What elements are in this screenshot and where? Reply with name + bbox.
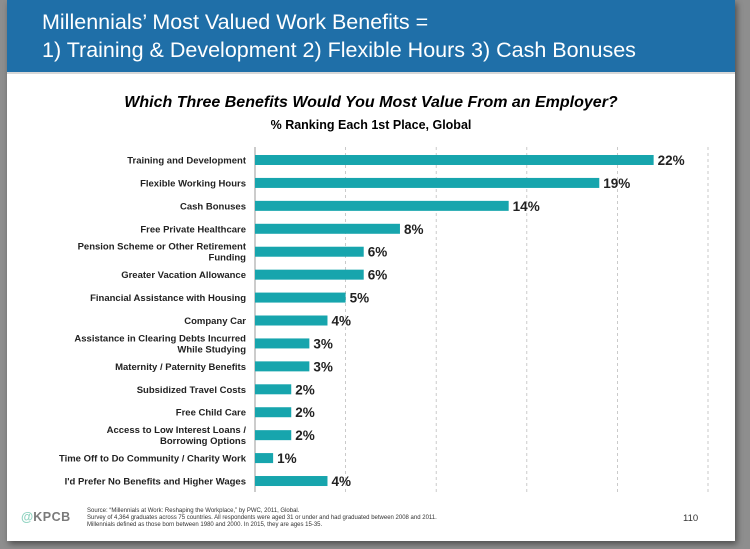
bar (255, 384, 292, 395)
bar (255, 338, 310, 349)
slide: Millennials’ Most Valued Work Benefits =… (7, 0, 735, 541)
page-title-line-1: Millennials’ Most Valued Work Benefits = (42, 10, 429, 34)
category-label-line: Financial Assistance with Housing (90, 293, 246, 304)
page-number: 110 (683, 513, 699, 524)
category-label-line: Time Off to Do Community / Charity Work (59, 454, 247, 465)
source-line-3: Millennials defined as those born betwee… (87, 522, 323, 528)
bar (255, 315, 328, 326)
category-label-line: Greater Vacation Allowance (121, 270, 246, 281)
source-line-2: Survey of 4,364 graduates across 75 coun… (87, 515, 437, 521)
category-label-line: While Studying (177, 344, 246, 355)
category-label-line: Free Private Healthcare (140, 224, 246, 235)
bar (255, 269, 364, 280)
data-label: 3% (313, 336, 333, 351)
bar (255, 246, 364, 257)
category-label-line: Pension Scheme or Other Retirement (78, 242, 247, 253)
data-label: 4% (331, 314, 351, 329)
data-label: 1% (277, 451, 297, 466)
bar (255, 407, 292, 418)
category-label-line: Flexible Working Hours (140, 178, 246, 189)
kpcb-logo: @KPCB (21, 510, 71, 524)
data-label: 2% (295, 428, 315, 443)
category-label: Free Private Healthcare (140, 224, 246, 235)
category-label-line: Borrowing Options (160, 436, 246, 447)
bar (255, 430, 292, 441)
bar (255, 223, 400, 234)
data-label: 2% (295, 405, 315, 420)
chart-subtitle: % Ranking Each 1st Place, Global (270, 118, 472, 132)
data-label: 8% (404, 222, 424, 237)
category-label: Assistance in Clearing Debts Incurred Whi… (74, 333, 246, 355)
category-label: Free Child Care (176, 408, 246, 419)
page-title-line-2: 1) Training & Development 2) Flexible Ho… (42, 38, 636, 62)
category-label-line: Free Child Care (176, 408, 246, 419)
category-label: Cash Bonuses (180, 201, 246, 212)
category-label: Company Car (184, 316, 246, 327)
bar-chart: 22% Training and Development 19% Flexible W… (59, 147, 709, 492)
data-label: 2% (295, 382, 315, 397)
category-label-line: Funding (209, 253, 247, 264)
bar (255, 453, 274, 464)
logo-brand: KPCB (33, 510, 71, 524)
header-banner: Millennials’ Most Valued Work Benefits =… (7, 0, 735, 72)
category-label-line: Company Car (184, 316, 246, 327)
category-label: Training and Development (127, 156, 247, 167)
source-line-1: Source: “Millennials at Work: Reshaping … (87, 508, 300, 514)
category-label: Time Off to Do Community / Charity Work (59, 454, 247, 465)
category-label: Financial Assistance with Housing (90, 293, 246, 304)
category-label-line: Maternity / Paternity Benefits (115, 362, 246, 373)
category-label: Access to Low Interest Loans / Borrowing … (107, 425, 247, 447)
data-label: 4% (331, 474, 351, 489)
category-label: I'd Prefer No Benefits and Higher Wages (65, 477, 246, 488)
category-label: Flexible Working Hours (140, 178, 246, 189)
data-label: 19% (603, 176, 630, 191)
bar (255, 155, 654, 165)
source-note: Source: “Millennials at Work: Reshaping … (87, 508, 647, 529)
data-label: 6% (368, 268, 388, 283)
bar (255, 361, 310, 372)
data-label: 14% (513, 199, 540, 214)
bar (255, 200, 509, 211)
bar (255, 292, 346, 303)
category-label-line: Access to Low Interest Loans / (107, 425, 247, 436)
category-label-line: Cash Bonuses (180, 201, 246, 212)
bar (255, 476, 328, 487)
category-label: Pension Scheme or Other Retirement Fundin… (78, 242, 247, 264)
data-label: 6% (368, 245, 388, 260)
category-label: Greater Vacation Allowance (121, 270, 246, 281)
chart-title: Which Three Benefits Would You Most Valu… (124, 94, 618, 111)
category-label: Subsidized Travel Costs (137, 385, 246, 396)
header-divider (7, 72, 735, 74)
category-label: Maternity / Paternity Benefits (115, 362, 246, 373)
data-label: 22% (658, 153, 685, 168)
category-label-line: Subsidized Travel Costs (137, 385, 246, 396)
logo-at: @ (21, 510, 34, 524)
bar (255, 177, 600, 188)
data-label: 5% (350, 291, 370, 306)
data-label: 3% (313, 359, 333, 374)
category-label-line: Assistance in Clearing Debts Incurred (74, 333, 246, 344)
category-label-line: I'd Prefer No Benefits and Higher Wages (65, 477, 246, 488)
category-label-line: Training and Development (127, 156, 247, 167)
